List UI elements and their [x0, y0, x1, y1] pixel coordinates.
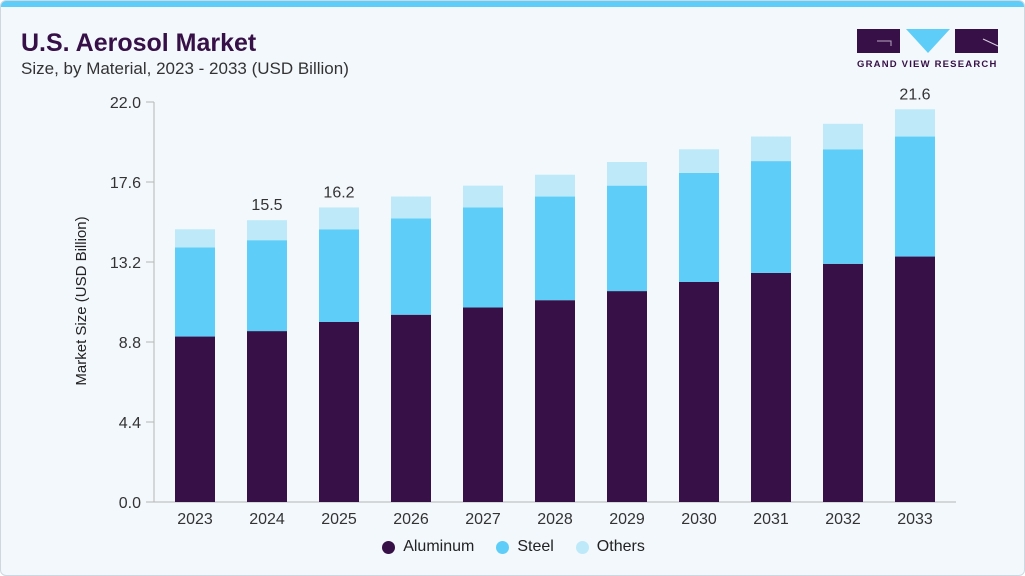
x-tick-label: 2023 [177, 511, 213, 528]
bar-steel-2026 [391, 218, 431, 315]
legend-swatch [382, 540, 396, 554]
grand-view-research-logo [857, 29, 999, 53]
x-tick-label: 2032 [825, 511, 861, 528]
bar-others-2029 [607, 162, 647, 186]
x-tick-label: 2024 [249, 511, 285, 528]
legend-label: Aluminum [403, 538, 475, 555]
bar-others-2028 [535, 174, 575, 197]
bar-aluminum-2029 [607, 291, 647, 502]
bar-aluminum-2033 [895, 256, 935, 502]
bar-others-2025 [319, 207, 359, 230]
x-tick-label: 2027 [465, 511, 501, 528]
y-tick-label: 0.0 [119, 495, 141, 512]
data-label: 16.2 [323, 184, 354, 201]
data-label: 21.6 [899, 86, 930, 103]
bar-steel-2033 [895, 136, 935, 257]
legend: Aluminum Steel Others [1, 538, 1024, 556]
bar-steel-2031 [751, 161, 791, 273]
bar-aluminum-2025 [319, 322, 359, 502]
bar-others-2031 [751, 136, 791, 162]
bar-others-2024 [247, 220, 287, 241]
bar-aluminum-2024 [247, 331, 287, 502]
x-tick-label: 2029 [609, 511, 645, 528]
bar-others-2032 [823, 123, 863, 150]
bar-others-2033 [895, 109, 935, 137]
bar-steel-2030 [679, 172, 719, 282]
bar-steel-2024 [247, 240, 287, 332]
legend-item-others[interactable]: Others [575, 538, 645, 556]
bar-others-2030 [679, 149, 719, 173]
legend-item-aluminum[interactable]: Aluminum [382, 538, 474, 556]
legend-swatch [496, 540, 510, 554]
x-tick-label: 2025 [321, 511, 357, 528]
bar-aluminum-2023 [175, 336, 215, 502]
bar-aluminum-2030 [679, 282, 719, 502]
bar-steel-2028 [535, 196, 575, 301]
x-tick-label: 2033 [897, 511, 933, 528]
bar-aluminum-2032 [823, 263, 863, 502]
legend-item-steel[interactable]: Steel [496, 538, 554, 556]
legend-label: Steel [517, 538, 554, 555]
x-tick-label: 2028 [537, 511, 573, 528]
y-tick-label: 8.8 [119, 335, 141, 352]
bar-steel-2027 [463, 207, 503, 308]
y-tick-label: 17.6 [110, 175, 141, 192]
legend-swatch [575, 540, 589, 554]
bar-others-2026 [391, 196, 431, 219]
chart-title: U.S. Aerosol Market [21, 29, 257, 57]
y-tick-label: 22.0 [110, 95, 141, 112]
bar-steel-2025 [319, 229, 359, 322]
y-tick-label: 13.2 [110, 255, 141, 272]
x-tick-label: 2030 [681, 511, 717, 528]
bar-steel-2032 [823, 149, 863, 264]
bar-steel-2029 [607, 185, 647, 292]
accent-stripe [1, 1, 1024, 7]
bar-others-2023 [175, 229, 215, 248]
bar-aluminum-2031 [751, 272, 791, 502]
y-axis-label: Market Size (USD Billion) [73, 216, 90, 385]
bar-aluminum-2028 [535, 300, 575, 502]
bar-steel-2023 [175, 247, 215, 337]
bar-others-2027 [463, 185, 503, 208]
bar-aluminum-2026 [391, 314, 431, 502]
bar-aluminum-2027 [463, 307, 503, 502]
x-tick-label: 2026 [393, 511, 429, 528]
x-tick-label: 2031 [753, 511, 789, 528]
y-tick-label: 4.4 [119, 415, 141, 432]
chart-subtitle: Size, by Material, 2023 - 2033 (USD Bill… [21, 59, 349, 78]
logo-text: GRAND VIEW RESEARCH [857, 59, 998, 70]
data-label: 15.5 [251, 197, 282, 214]
legend-label: Others [596, 538, 645, 555]
